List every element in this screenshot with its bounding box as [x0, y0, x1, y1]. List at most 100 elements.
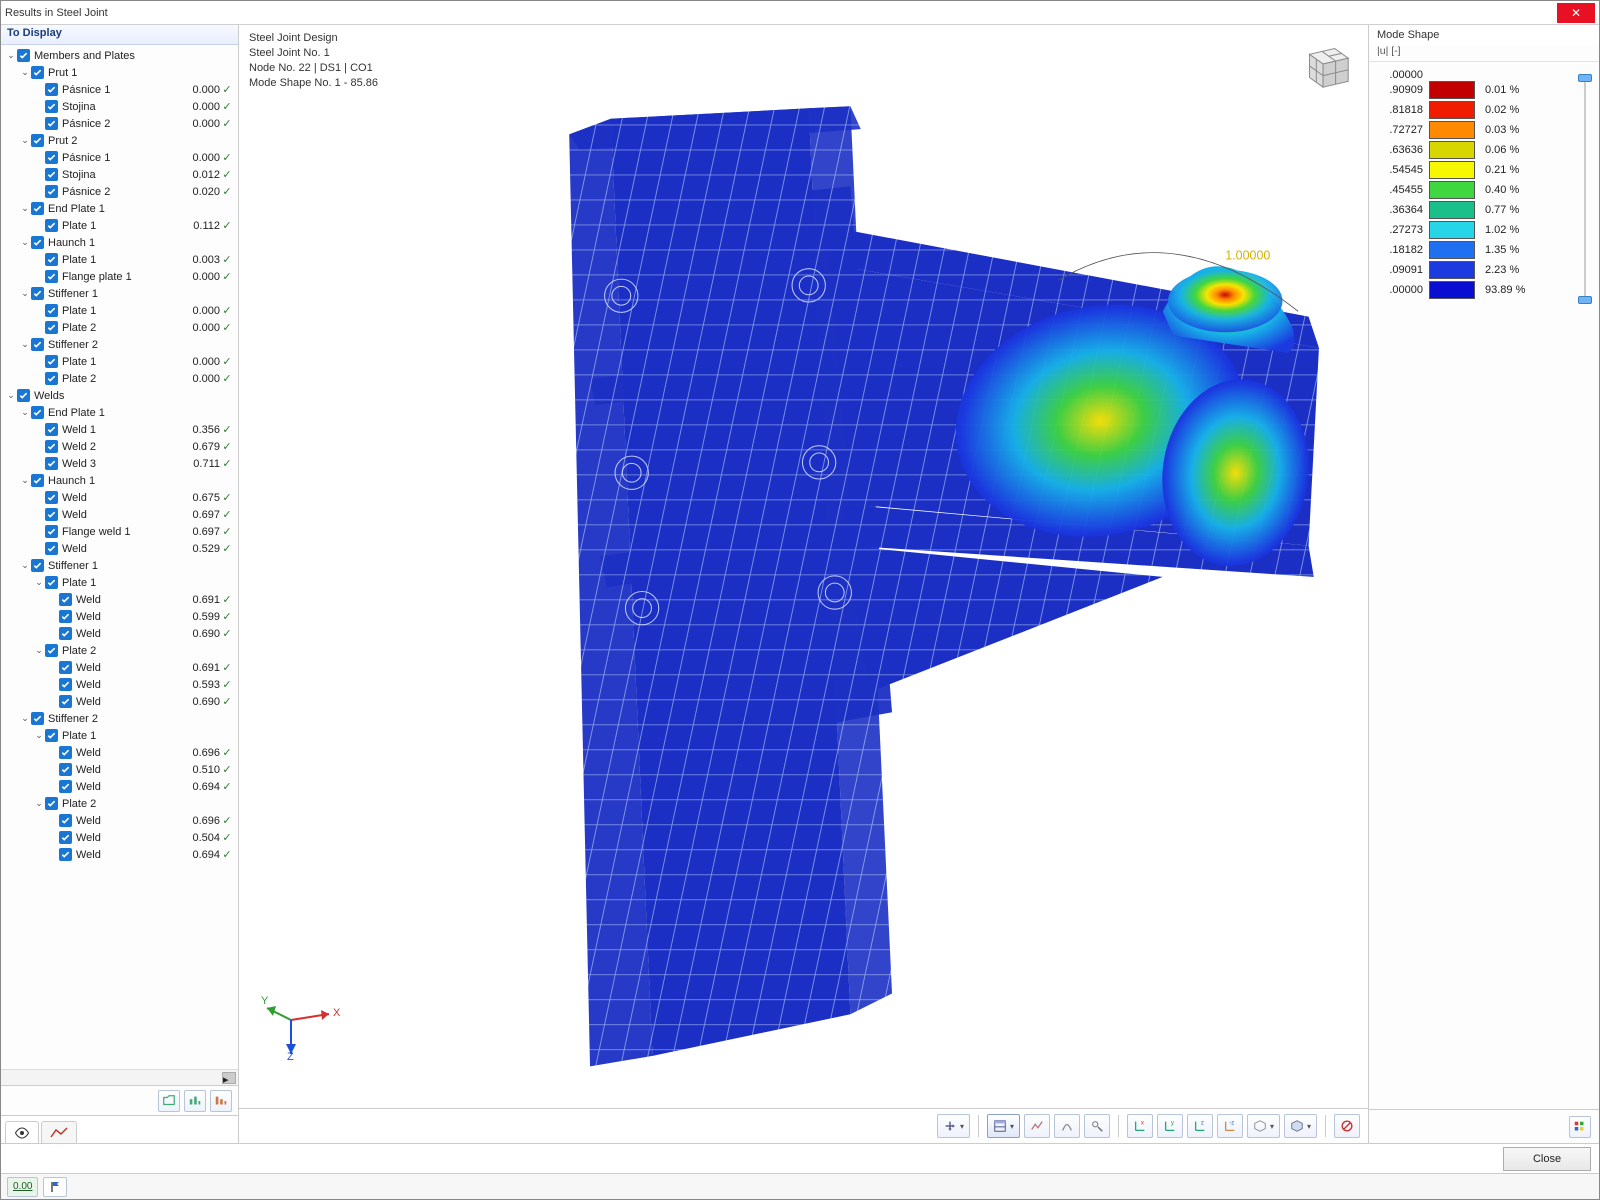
checkbox[interactable]	[45, 525, 58, 538]
tree-row[interactable]: Pásnice 20.020✓	[1, 183, 238, 200]
tree-row[interactable]: Flange weld 10.697✓	[1, 523, 238, 540]
tb-axis-x[interactable]: x	[1127, 1114, 1153, 1138]
checkbox[interactable]	[59, 627, 72, 640]
tree-row[interactable]: ⌄Stiffener 1	[1, 285, 238, 302]
tree-row[interactable]: Weld0.690✓	[1, 693, 238, 710]
slider-thumb-top[interactable]	[1578, 74, 1592, 82]
checkbox[interactable]	[45, 219, 58, 232]
tb-color-scale[interactable]	[1054, 1114, 1080, 1138]
checkbox[interactable]	[31, 236, 44, 249]
checkbox[interactable]	[45, 117, 58, 130]
tree-row[interactable]: ⌄Plate 2	[1, 642, 238, 659]
tree-row[interactable]: ⌄Stiffener 1	[1, 557, 238, 574]
checkbox[interactable]	[45, 100, 58, 113]
checkbox[interactable]	[45, 304, 58, 317]
tab-graph[interactable]	[41, 1121, 77, 1143]
checkbox[interactable]	[59, 780, 72, 793]
expand-toggle[interactable]: ⌄	[33, 798, 45, 809]
checkbox[interactable]	[45, 270, 58, 283]
tree-row[interactable]: Weld 20.679✓	[1, 438, 238, 455]
legend-settings-button[interactable]	[1569, 1116, 1591, 1138]
tree-row[interactable]: ⌄Haunch 1	[1, 472, 238, 489]
expand-toggle[interactable]: ⌄	[19, 237, 31, 248]
tree-toolbar-btn-1[interactable]	[158, 1090, 180, 1112]
tree-row[interactable]: ⌄Plate 1	[1, 727, 238, 744]
checkbox[interactable]	[45, 508, 58, 521]
checkbox[interactable]	[59, 695, 72, 708]
viewport[interactable]: 1.00000 Steel Joint Design Steel Joint N…	[239, 25, 1368, 1109]
tree-view[interactable]: ⌄Members and Plates⌄Prut 1 Pásnice 10.000…	[1, 45, 238, 1069]
tb-axis-y[interactable]: y	[1157, 1114, 1183, 1138]
tree-row[interactable]: Weld0.694✓	[1, 778, 238, 795]
tree-toolbar-btn-3[interactable]	[210, 1090, 232, 1112]
checkbox[interactable]	[45, 321, 58, 334]
expand-toggle[interactable]: ⌄	[19, 288, 31, 299]
checkbox[interactable]	[59, 848, 72, 861]
tree-row[interactable]: ⌄Prut 1	[1, 64, 238, 81]
tree-row[interactable]: Weld0.599✓	[1, 608, 238, 625]
tree-row[interactable]: Plate 10.000✓	[1, 302, 238, 319]
checkbox[interactable]	[45, 542, 58, 555]
checkbox[interactable]	[45, 372, 58, 385]
expand-toggle[interactable]: ⌄	[19, 339, 31, 350]
tree-row[interactable]: Pásnice 10.000✓	[1, 149, 238, 166]
tree-row[interactable]: Weld0.675✓	[1, 489, 238, 506]
checkbox[interactable]	[59, 678, 72, 691]
expand-toggle[interactable]: ⌄	[19, 407, 31, 418]
tb-contour-settings[interactable]	[1024, 1114, 1050, 1138]
checkbox[interactable]	[31, 202, 44, 215]
close-button[interactable]: Close	[1503, 1147, 1591, 1171]
tb-arrows[interactable]: ▾	[937, 1114, 970, 1138]
checkbox[interactable]	[31, 287, 44, 300]
checkbox[interactable]	[17, 389, 30, 402]
tree-row[interactable]: ⌄Members and Plates	[1, 47, 238, 64]
checkbox[interactable]	[45, 491, 58, 504]
checkbox[interactable]	[59, 746, 72, 759]
checkbox[interactable]	[59, 610, 72, 623]
tree-row[interactable]: ⌄Plate 2	[1, 795, 238, 812]
tree-row[interactable]: ⌄Plate 1	[1, 574, 238, 591]
tb-iso-1[interactable]: ▾	[1247, 1114, 1280, 1138]
viewcube[interactable]	[1296, 35, 1354, 93]
tree-row[interactable]: Weld0.593✓	[1, 676, 238, 693]
expand-toggle[interactable]: ⌄	[5, 390, 17, 401]
tree-row[interactable]: Plate 20.000✓	[1, 319, 238, 336]
checkbox[interactable]	[45, 168, 58, 181]
tb-iso-2[interactable]: ▾	[1284, 1114, 1317, 1138]
expand-toggle[interactable]: ⌄	[19, 67, 31, 78]
checkbox[interactable]	[45, 440, 58, 453]
expand-toggle[interactable]: ⌄	[33, 730, 45, 741]
checkbox[interactable]	[45, 185, 58, 198]
tree-row[interactable]: ⌄End Plate 1	[1, 200, 238, 217]
tree-row[interactable]: Stojina0.000✓	[1, 98, 238, 115]
tree-row[interactable]: Stojina0.012✓	[1, 166, 238, 183]
expand-toggle[interactable]: ⌄	[19, 560, 31, 571]
expand-toggle[interactable]: ⌄	[19, 135, 31, 146]
tree-row[interactable]: Weld0.690✓	[1, 625, 238, 642]
expand-toggle[interactable]: ⌄	[19, 203, 31, 214]
checkbox[interactable]	[45, 355, 58, 368]
checkbox[interactable]	[45, 151, 58, 164]
checkbox[interactable]	[45, 253, 58, 266]
checkbox[interactable]	[31, 712, 44, 725]
checkbox[interactable]	[31, 66, 44, 79]
checkbox[interactable]	[45, 797, 58, 810]
checkbox[interactable]	[45, 729, 58, 742]
tb-tool-a[interactable]	[1084, 1114, 1110, 1138]
tree-row[interactable]: ⌄End Plate 1	[1, 404, 238, 421]
checkbox[interactable]	[31, 474, 44, 487]
expand-toggle[interactable]: ⌄	[5, 50, 17, 61]
checkbox[interactable]	[45, 423, 58, 436]
checkbox[interactable]	[45, 644, 58, 657]
tree-row[interactable]: Weld0.694✓	[1, 846, 238, 863]
checkbox[interactable]	[17, 49, 30, 62]
tree-toolbar-btn-2[interactable]	[184, 1090, 206, 1112]
tb-axis-z[interactable]: z	[1187, 1114, 1213, 1138]
tree-row[interactable]: Weld0.529✓	[1, 540, 238, 557]
checkbox[interactable]	[59, 763, 72, 776]
tree-row[interactable]: Plate 10.112✓	[1, 217, 238, 234]
checkbox[interactable]	[31, 134, 44, 147]
tree-row[interactable]: Weld0.696✓	[1, 744, 238, 761]
tree-row[interactable]: Weld0.696✓	[1, 812, 238, 829]
tree-row[interactable]: Pásnice 20.000✓	[1, 115, 238, 132]
